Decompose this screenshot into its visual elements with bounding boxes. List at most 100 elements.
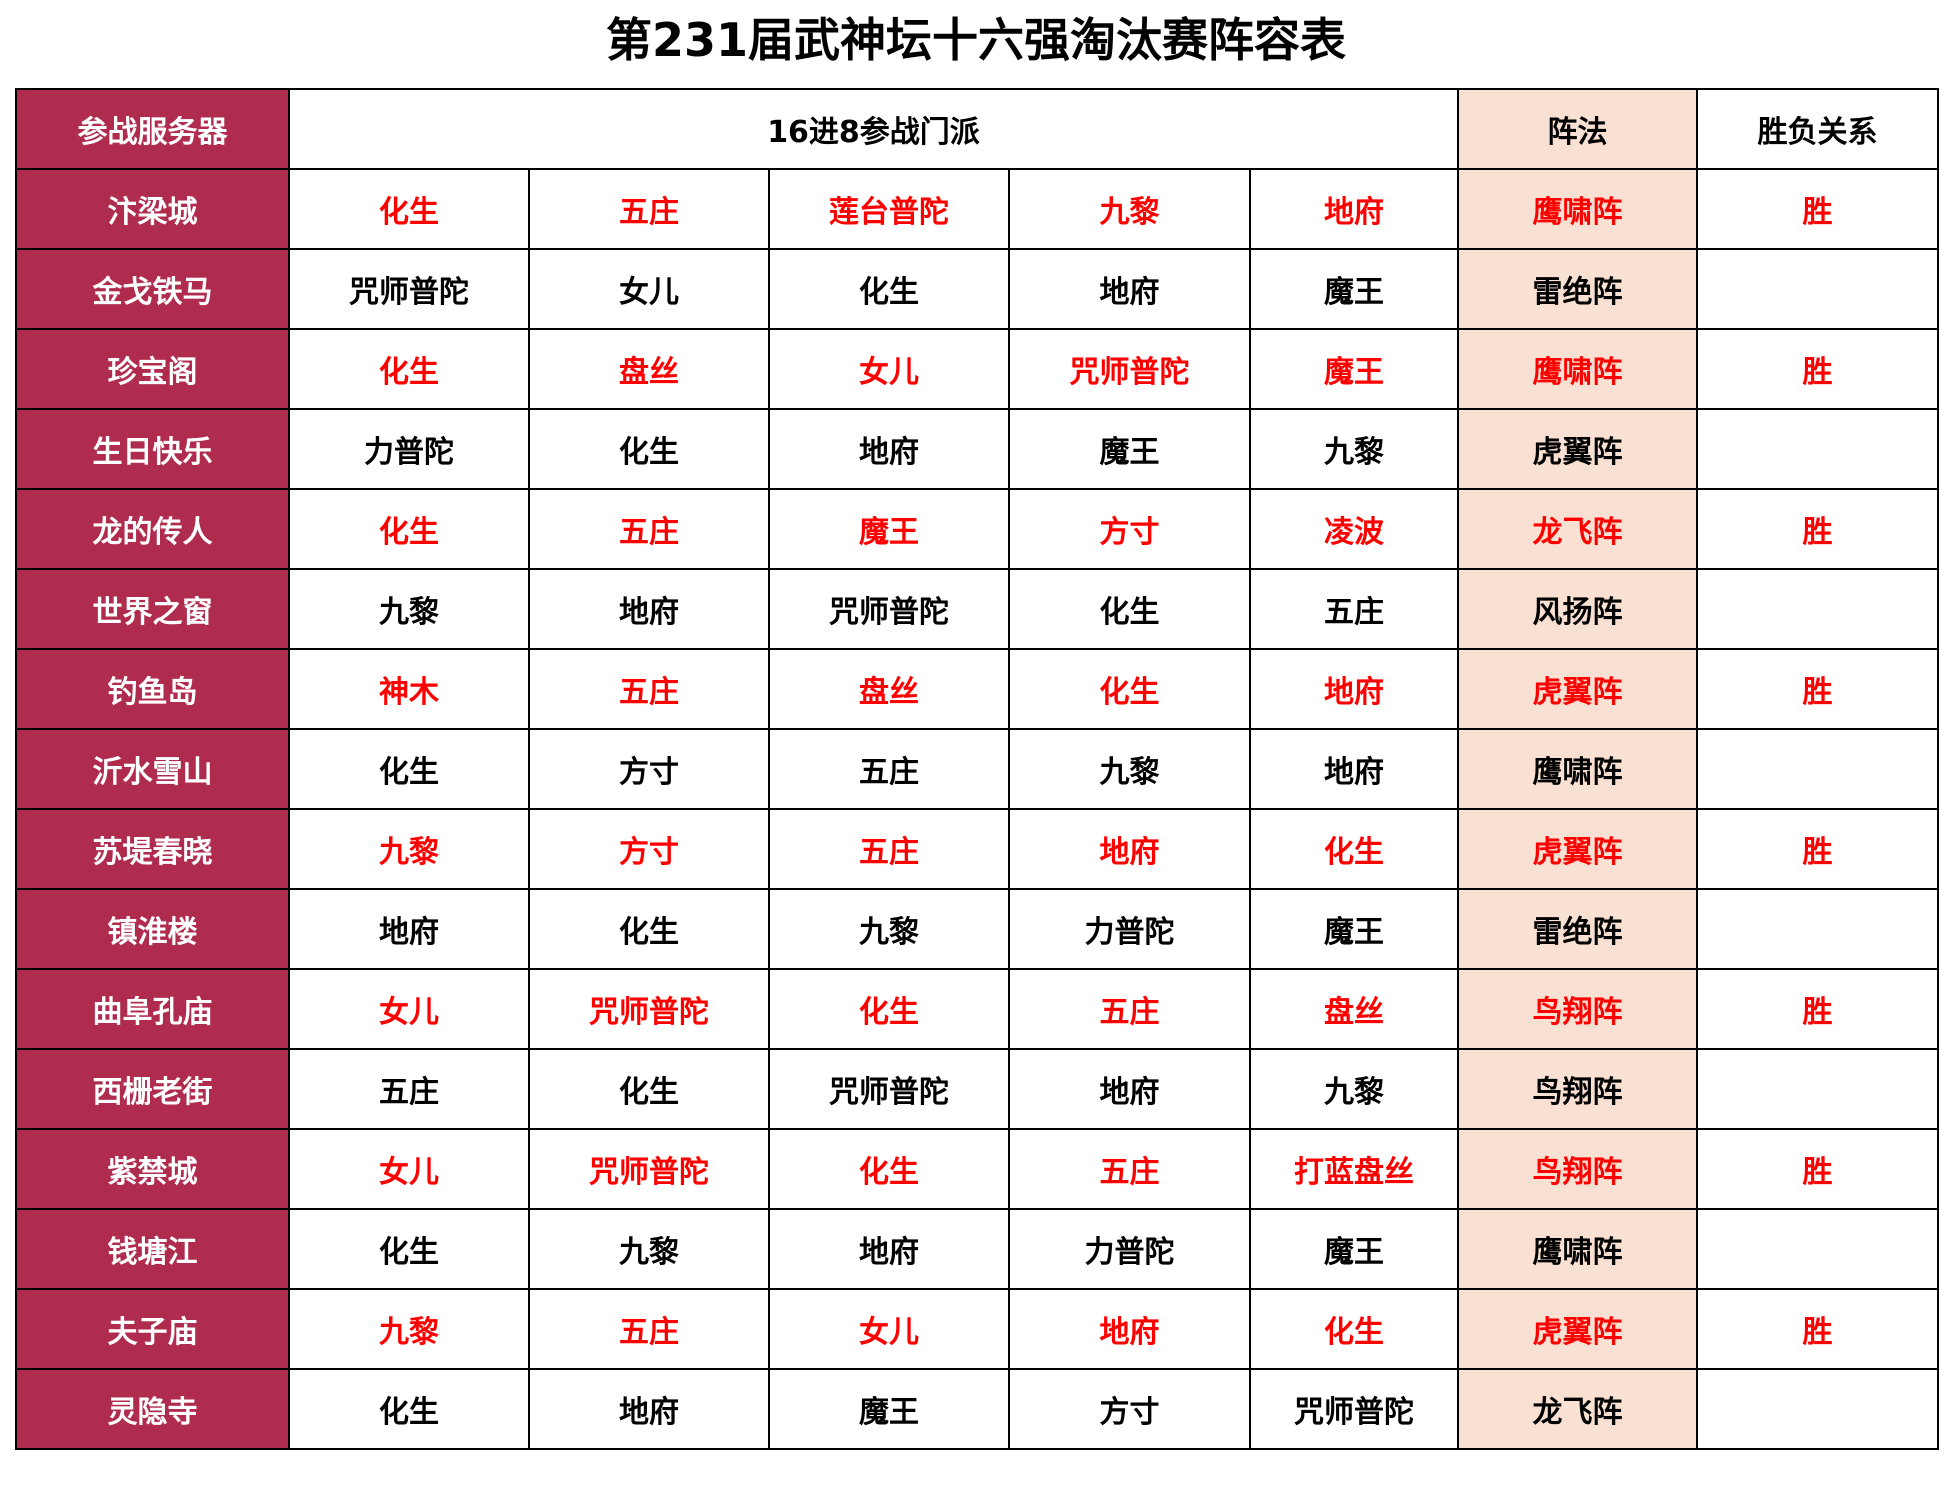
result-cell: 胜 — [1696, 488, 1940, 570]
faction-cell: 化生 — [768, 1128, 1010, 1210]
result-cell — [1696, 888, 1940, 970]
faction-cell: 方寸 — [1008, 488, 1251, 570]
faction-cell: 力普陀 — [1008, 888, 1251, 970]
server-cell: 镇淮楼 — [15, 888, 290, 970]
faction-cell: 九黎 — [1008, 728, 1251, 810]
faction-cell: 凌波 — [1248, 488, 1460, 570]
faction-cell: 化生 — [768, 248, 1010, 330]
faction-cell: 五庄 — [528, 488, 770, 570]
row: 镇淮楼 地府 化生 九黎 力普陀 魔王 雷绝阵 — [15, 888, 1940, 970]
server-cell: 西栅老街 — [15, 1048, 290, 1130]
faction-cell: 九黎 — [1248, 1048, 1460, 1130]
faction-cell: 力普陀 — [288, 408, 530, 490]
result-cell: 胜 — [1696, 968, 1940, 1050]
faction-cell: 地府 — [768, 1208, 1010, 1290]
server-cell: 生日快乐 — [15, 408, 290, 490]
faction-cell: 五庄 — [528, 1288, 770, 1370]
row: 苏堤春晓 九黎 方寸 五庄 地府 化生 虎翼阵胜 — [15, 808, 1940, 890]
faction-cell: 化生 — [288, 728, 530, 810]
result-cell: 胜 — [1696, 168, 1940, 250]
formation-cell: 虎翼阵 — [1457, 808, 1699, 890]
faction-cell: 咒师普陀 — [768, 568, 1010, 650]
faction-cell: 地府 — [1248, 168, 1460, 250]
formation-cell: 鸟翔阵 — [1457, 1048, 1699, 1130]
formation-cell: 鹰啸阵 — [1457, 328, 1699, 410]
server-cell: 珍宝阁 — [15, 328, 290, 410]
formation-cell: 龙飞阵 — [1457, 488, 1699, 570]
faction-cell: 盘丝 — [1248, 968, 1460, 1050]
faction-cell: 化生 — [288, 1208, 530, 1290]
faction-cell: 九黎 — [528, 1208, 770, 1290]
faction-cell: 地府 — [1008, 808, 1251, 890]
header-cell: 阵法 — [1457, 88, 1699, 170]
formation-cell: 虎翼阵 — [1457, 408, 1699, 490]
header-row: 参战服务器 16进8参战门派 阵法 胜负关系 — [15, 88, 1940, 170]
faction-cell: 五庄 — [768, 728, 1010, 810]
header-cell: 16进8参战门派 — [287, 88, 1460, 170]
faction-cell: 五庄 — [1008, 1128, 1251, 1210]
result-cell — [1696, 1208, 1940, 1290]
faction-cell: 盘丝 — [528, 328, 770, 410]
faction-cell: 方寸 — [528, 728, 770, 810]
faction-cell: 化生 — [528, 408, 770, 490]
faction-cell: 地府 — [528, 568, 770, 650]
faction-cell: 方寸 — [528, 808, 770, 890]
faction-cell: 女儿 — [528, 248, 770, 330]
faction-cell: 神木 — [288, 648, 530, 730]
server-cell: 龙的传人 — [15, 488, 290, 570]
faction-cell: 咒师普陀 — [1248, 1368, 1460, 1450]
faction-cell: 九黎 — [288, 808, 530, 890]
faction-cell: 化生 — [528, 888, 770, 970]
result-cell — [1696, 1048, 1940, 1130]
table-body: 参战服务器 16进8参战门派 阵法 胜负关系 汴梁城 化生 五庄 莲台普陀 九黎 地府 鹰啸… — [15, 88, 1940, 1450]
faction-cell: 女儿 — [768, 1288, 1010, 1370]
row: 世界之窗 九黎 地府 咒师普陀 化生 五庄 风扬阵 — [15, 568, 1940, 650]
formation-cell: 鹰啸阵 — [1457, 1208, 1699, 1290]
row: 西栅老街 五庄 化生 咒师普陀 地府 九黎 鸟翔阵 — [15, 1048, 1940, 1130]
faction-cell: 五庄 — [288, 1048, 530, 1130]
faction-cell: 地府 — [1248, 728, 1460, 810]
formation-cell: 鹰啸阵 — [1457, 168, 1699, 250]
faction-cell: 五庄 — [1008, 968, 1251, 1050]
row: 曲阜孔庙 女儿 咒师普陀 化生 五庄 盘丝 鸟翔阵胜 — [15, 968, 1940, 1050]
row: 夫子庙 九黎 五庄 女儿 地府 化生 虎翼阵胜 — [15, 1288, 1940, 1370]
formation-cell: 鸟翔阵 — [1457, 1128, 1699, 1210]
server-cell: 汴梁城 — [15, 168, 290, 250]
faction-cell: 化生 — [288, 168, 530, 250]
header-cell: 胜负关系 — [1696, 88, 1940, 170]
formation-cell: 虎翼阵 — [1457, 1288, 1699, 1370]
faction-cell: 九黎 — [288, 1288, 530, 1370]
formation-cell: 龙飞阵 — [1457, 1368, 1699, 1450]
faction-cell: 地府 — [1008, 1288, 1251, 1370]
faction-cell: 咒师普陀 — [528, 1128, 770, 1210]
faction-cell: 咒师普陀 — [768, 1048, 1010, 1130]
faction-cell: 地府 — [288, 888, 530, 970]
faction-cell: 化生 — [288, 328, 530, 410]
header-cell: 参战服务器 — [15, 88, 290, 170]
formation-cell: 鹰啸阵 — [1457, 728, 1699, 810]
faction-cell: 地府 — [528, 1368, 770, 1450]
faction-cell: 化生 — [768, 968, 1010, 1050]
result-cell — [1696, 248, 1940, 330]
faction-cell: 咒师普陀 — [288, 248, 530, 330]
faction-cell: 地府 — [1008, 248, 1251, 330]
faction-cell: 化生 — [288, 488, 530, 570]
faction-cell: 方寸 — [1008, 1368, 1251, 1450]
faction-cell: 魔王 — [1248, 248, 1460, 330]
faction-cell: 女儿 — [768, 328, 1010, 410]
faction-cell: 五庄 — [1248, 568, 1460, 650]
faction-cell: 女儿 — [288, 1128, 530, 1210]
faction-cell: 化生 — [288, 1368, 530, 1450]
result-cell — [1696, 728, 1940, 810]
row: 钱塘江 化生 九黎 地府 力普陀 魔王 鹰啸阵 — [15, 1208, 1940, 1290]
faction-cell: 盘丝 — [768, 648, 1010, 730]
row: 沂水雪山 化生 方寸 五庄 九黎 地府 鹰啸阵 — [15, 728, 1940, 810]
faction-cell: 魔王 — [1248, 328, 1460, 410]
result-cell: 胜 — [1696, 1288, 1940, 1370]
faction-cell: 化生 — [528, 1048, 770, 1130]
faction-cell: 化生 — [1248, 1288, 1460, 1370]
server-cell: 苏堤春晓 — [15, 808, 290, 890]
lineup-table: 参战服务器 16进8参战门派 阵法 胜负关系 汴梁城 化生 五庄 莲台普陀 九黎 地府 鹰啸… — [15, 88, 1940, 1450]
faction-cell: 魔王 — [1248, 1208, 1460, 1290]
faction-cell: 女儿 — [288, 968, 530, 1050]
